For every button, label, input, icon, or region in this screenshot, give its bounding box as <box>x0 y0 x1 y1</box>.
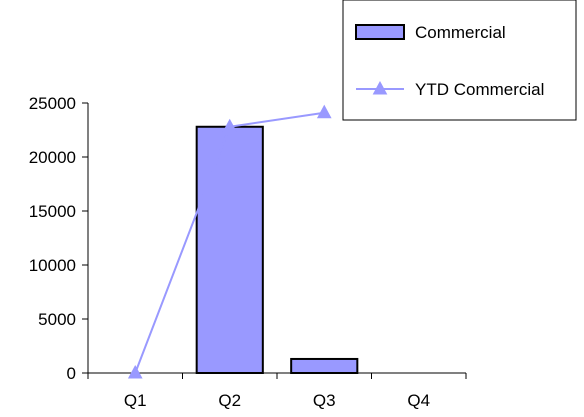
marker-ytd-commercial <box>127 364 143 379</box>
y-tick-label: 5000 <box>38 310 76 329</box>
legend-label-ytd-commercial: YTD Commercial <box>415 80 544 99</box>
bar-commercial <box>195 125 264 375</box>
legend-label-commercial: Commercial <box>415 23 506 42</box>
y-tick-label: 15000 <box>29 202 76 221</box>
x-tick-label: Q2 <box>218 391 241 410</box>
x-tick-label: Q3 <box>313 391 336 410</box>
x-tick-label: Q1 <box>124 391 147 410</box>
y-tick-label: 20000 <box>29 148 76 167</box>
marker-ytd-commercial <box>222 118 238 133</box>
legend-marker-ytd-commercial <box>372 80 388 95</box>
legend-swatch-commercial <box>355 24 405 40</box>
legend-box <box>342 0 577 121</box>
y-tick-label: 0 <box>67 364 76 383</box>
y-tick-label: 25000 <box>29 94 76 113</box>
bar-commercial <box>290 357 359 374</box>
marker-ytd-commercial <box>316 104 332 119</box>
plot-area: 0 5000 10000 15000 20000 25000 Q1 Q2 Q3 Q4 <box>29 94 467 410</box>
x-tick-label: Q4 <box>407 391 430 410</box>
legend: Commercial YTD Commercial <box>342 0 577 121</box>
y-tick-label: 10000 <box>29 256 76 275</box>
